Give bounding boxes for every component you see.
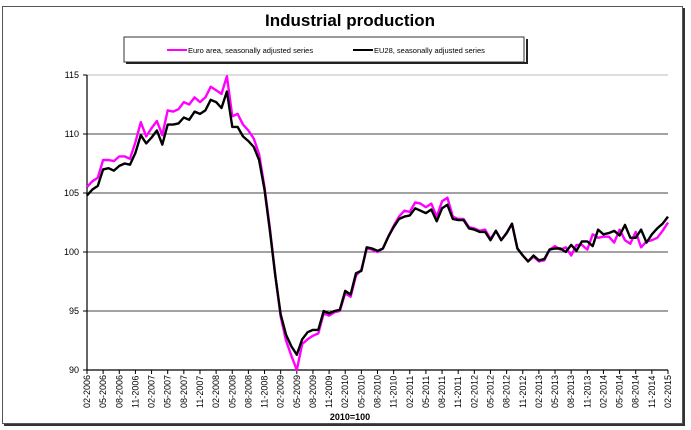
- x-tick-label: 02-2006: [82, 375, 92, 408]
- x-tick-label: 11-2010: [389, 376, 399, 408]
- y-tick-label: 105: [64, 188, 79, 198]
- x-tick-label: 11-2012: [518, 376, 528, 408]
- x-tick-label: 02-2014: [598, 375, 608, 408]
- x-tick-label: 02-2008: [211, 375, 221, 408]
- x-tick-label: 08-2007: [179, 375, 189, 408]
- y-tick-label: 95: [69, 306, 79, 316]
- x-tick-label: 11-2013: [582, 376, 592, 408]
- x-tick-label: 05-2006: [98, 375, 108, 408]
- x-tick-label: 11-2006: [130, 376, 140, 408]
- legend-box: [123, 36, 525, 63]
- x-tick-label: 02-2011: [405, 376, 415, 408]
- x-tick-label: 02-2012: [469, 375, 479, 408]
- x-tick-label: 05-2011: [421, 376, 431, 408]
- x-tick-label: 02-2013: [534, 375, 544, 408]
- y-tick-label: 90: [69, 365, 79, 375]
- y-tick-label: 110: [65, 129, 79, 139]
- x-tick-label: 08-2009: [308, 375, 318, 408]
- x-tick-label: 11-2007: [195, 376, 205, 408]
- y-tick-label: 100: [64, 247, 79, 257]
- legend-shadow: [526, 39, 528, 64]
- x-tick-label: 02-2015: [663, 375, 673, 408]
- y-tick-label: 115: [65, 70, 79, 80]
- x-tick-label: 08-2010: [373, 375, 383, 408]
- legend-shadow: [126, 62, 528, 64]
- x-tick-label: 11-2011: [453, 376, 463, 408]
- x-tick-label: 05-2013: [550, 375, 560, 408]
- x-tick-label: 11-2014: [647, 376, 657, 408]
- x-tick-label: 08-2008: [243, 375, 253, 408]
- x-tick-label: 08-2012: [502, 375, 512, 408]
- x-tick-label: 05-2014: [615, 375, 625, 408]
- x-tick-label: 08-2013: [566, 375, 576, 408]
- x-tick-label: 08-2014: [631, 375, 641, 408]
- x-tick-label: 05-2009: [292, 375, 302, 408]
- x-tick-label: 02-2009: [276, 375, 286, 408]
- x-tick-label: 08-2011: [437, 376, 447, 408]
- x-tick-label: 11-2009: [324, 376, 334, 408]
- x-tick-label: 08-2006: [114, 375, 124, 408]
- x-tick-label: 05-2010: [356, 375, 366, 408]
- series-line-eu28: [86, 90, 669, 356]
- x-tick-label: 05-2008: [227, 375, 237, 408]
- x-tick-label: 05-2007: [163, 375, 173, 408]
- x-tick-label: 05-2012: [485, 375, 495, 408]
- legend-label-euro-area: Euro area, seasonally adjusted series: [188, 46, 313, 55]
- x-tick-label: 11-2008: [260, 376, 270, 408]
- chart-title: Industrial production: [265, 11, 435, 30]
- chart-frame: [2, 6, 683, 424]
- x-tick-label: 02-2010: [340, 375, 350, 408]
- x-axis-label: 2010=100: [330, 412, 370, 422]
- series-line-euro-area: [86, 74, 670, 372]
- legend-label-eu28: EU28, seasonally adjusted series: [374, 46, 485, 55]
- x-tick-label: 02-2007: [147, 375, 157, 408]
- legend: Euro area, seasonally adjusted series EU…: [123, 36, 528, 64]
